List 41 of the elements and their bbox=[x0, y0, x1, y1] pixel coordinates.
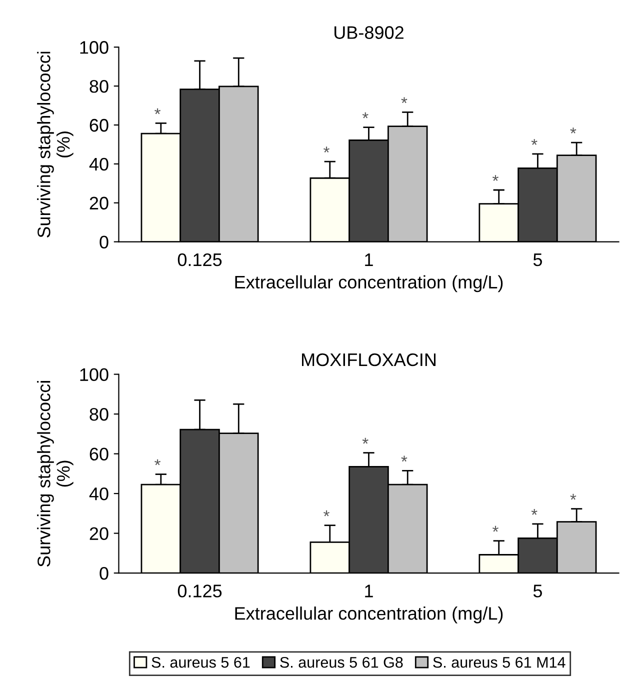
data-label: * bbox=[492, 175, 498, 181]
y-tick-label: 0 bbox=[100, 236, 108, 248]
y-tick-label: 20 bbox=[90, 196, 108, 210]
legend-label: S. aureus 5 61 G8 bbox=[280, 656, 403, 668]
y-tick-label: 20 bbox=[90, 527, 108, 540]
x-axis-title: Extracellular concentration (mg/L) bbox=[235, 606, 503, 624]
chart-title: UB-8902 bbox=[334, 26, 404, 39]
y-tick-label: 60 bbox=[90, 448, 108, 461]
y-tick-label: 60 bbox=[90, 118, 108, 132]
y-tick-label: 40 bbox=[89, 158, 108, 171]
y-tick-label: 80 bbox=[90, 80, 108, 93]
data-label: * bbox=[570, 128, 576, 134]
y-axis-title: Surviving staphylococci (%) bbox=[37, 52, 74, 238]
data-label: * bbox=[492, 526, 498, 532]
data-label: * bbox=[154, 108, 161, 114]
x-tick-label: 1 bbox=[365, 584, 373, 598]
x-tick-label: 5 bbox=[533, 254, 542, 266]
x-tick-label: 0.125 bbox=[178, 253, 222, 266]
y-tick-label: 100 bbox=[80, 368, 108, 382]
data-label: * bbox=[324, 510, 330, 516]
x-tick-label: 5 bbox=[533, 584, 542, 598]
y-tick-label: 0 bbox=[100, 566, 108, 580]
x-axis-title: Extracellular concentration (mg/L) bbox=[235, 275, 503, 292]
data-label: * bbox=[154, 459, 161, 466]
x-tick-label: 1 bbox=[365, 254, 373, 266]
y-tick-label: 80 bbox=[90, 408, 108, 421]
data-label: * bbox=[531, 139, 538, 145]
data-label: * bbox=[570, 494, 576, 500]
data-label: * bbox=[401, 97, 408, 104]
data-label: * bbox=[401, 456, 408, 462]
data-label: * bbox=[362, 438, 368, 444]
legend-label: S. aureus 5 61 bbox=[152, 656, 250, 668]
data-label: * bbox=[362, 112, 368, 118]
y-tick-label: 100 bbox=[80, 41, 108, 54]
x-tick-label: 0.125 bbox=[178, 584, 222, 598]
chart-title: MOXIFLOXACIN bbox=[302, 353, 436, 366]
legend-label: S. aureus 5 61 M14 bbox=[433, 656, 566, 668]
y-axis-title: Surviving staphylococci (%) bbox=[37, 381, 74, 567]
data-label: * bbox=[324, 146, 330, 153]
y-tick-label: 40 bbox=[89, 487, 108, 500]
data-label: * bbox=[531, 509, 538, 515]
